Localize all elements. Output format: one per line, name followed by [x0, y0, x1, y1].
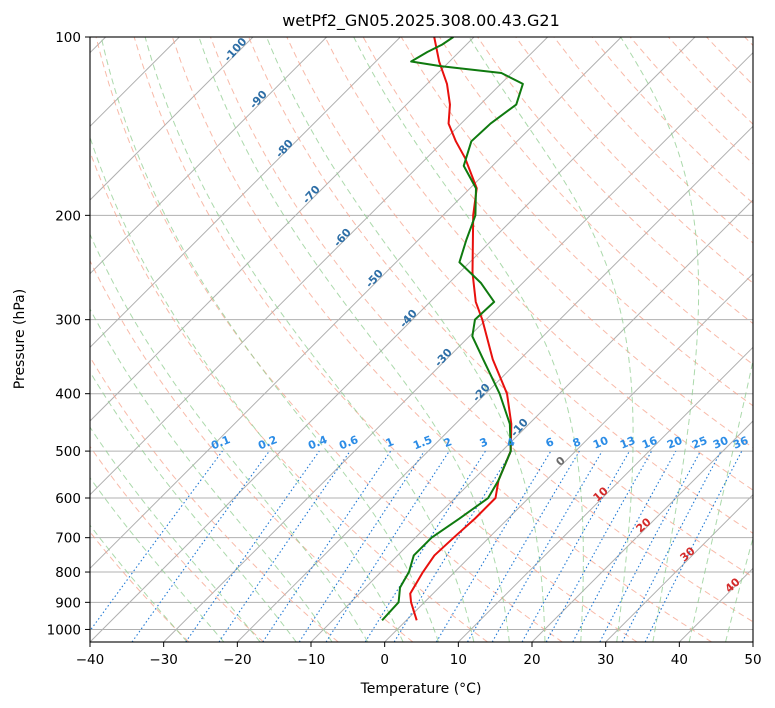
- dry-adiabat: [133, 37, 638, 642]
- mixing-ratio-label: 30: [711, 434, 730, 452]
- dry-adiabat: [90, 356, 339, 642]
- moist-adiabat: [100, 37, 439, 642]
- y-tick-label: 200: [55, 208, 81, 224]
- y-tick-label: 300: [55, 313, 81, 329]
- isotherm: [457, 346, 753, 642]
- y-tick-label: 700: [55, 531, 81, 547]
- temperature-profile: [409, 37, 513, 621]
- isotherm: [531, 420, 753, 642]
- y-tick-label: 1000: [47, 622, 81, 638]
- dry-adiabat: [515, 37, 753, 284]
- moist-adiabat: [90, 426, 261, 642]
- y-tick-label: 100: [55, 30, 81, 46]
- isotherm: [90, 37, 696, 642]
- mixing-ratio-line: [131, 450, 270, 642]
- mixing-ratio-label: 13: [618, 434, 637, 452]
- moist-adiabat: [90, 370, 297, 642]
- mixing-ratio-lines: [90, 450, 743, 642]
- mixing-ratio-line: [572, 450, 677, 642]
- sounding-profiles: [381, 37, 524, 621]
- mixing-ratio-label: 3: [478, 435, 490, 450]
- moist-adiabat: [353, 37, 584, 642]
- dry-adiabat: [90, 445, 264, 642]
- mixing-ratio-label: 36: [731, 434, 750, 452]
- x-tick-label: 50: [744, 652, 761, 668]
- x-tick-label: 20: [523, 652, 540, 668]
- isotherm: [90, 37, 549, 496]
- moist-adiabats: [90, 37, 753, 642]
- y-tick-label: 500: [55, 444, 81, 460]
- isotherm: [90, 37, 622, 570]
- mixing-ratio-line: [644, 450, 743, 642]
- dewpoint-profile: [381, 37, 524, 621]
- mixing-ratio-label: 10: [591, 434, 610, 452]
- moist-adiabat: [90, 308, 333, 642]
- mixing-ratio-line: [521, 450, 630, 642]
- moist-adiabat: [688, 358, 753, 642]
- x-tick-label: −40: [76, 652, 105, 668]
- mixing-ratio-label: 2: [442, 435, 454, 450]
- dry-adiabat: [324, 37, 753, 491]
- mixing-ratio-label: 16: [640, 434, 659, 452]
- x-tick-label: −30: [149, 652, 178, 668]
- dry-adiabat: [95, 37, 563, 642]
- moist-adiabat: [90, 524, 188, 642]
- moist-adiabat: [90, 135, 404, 642]
- moist-adiabat: [90, 233, 369, 642]
- mixing-ratio-line: [545, 450, 653, 642]
- plot-area: [90, 37, 753, 642]
- x-tick-label: −20: [223, 652, 252, 668]
- x-axis-label: Temperature (°C): [360, 681, 482, 697]
- isotherm: [605, 493, 753, 642]
- moist-adiabat: [144, 37, 475, 642]
- mixing-ratio-label: 1: [384, 435, 396, 450]
- moist-adiabat: [620, 37, 700, 642]
- mixing-ratio-label: 20: [665, 434, 684, 452]
- mixing-ratio-line: [185, 450, 320, 642]
- isotherm: [90, 37, 401, 349]
- dry-adiabat: [248, 37, 753, 578]
- mixing-ratio-line: [298, 450, 425, 642]
- x-axis-ticks: −40 −30 −20 −10 0 10 20 30 40 50: [76, 642, 762, 668]
- mixing-ratio-line: [90, 450, 223, 632]
- mixing-ratio-line: [393, 450, 513, 642]
- mixing-ratio-line: [325, 450, 450, 642]
- moist-adiabat: [266, 37, 546, 642]
- mixing-ratio-line: [218, 450, 351, 642]
- moist-adiabat: [90, 476, 225, 642]
- y-tick-label: 600: [55, 491, 81, 507]
- isotherm: [236, 125, 753, 642]
- dry-adiabat: [90, 259, 414, 642]
- dry-adiabat: [286, 37, 753, 534]
- mixing-ratio-line: [262, 450, 392, 642]
- isotherm: [384, 272, 753, 642]
- dry-adiabat: [210, 37, 753, 623]
- isotherm: [90, 37, 254, 201]
- y-tick-label: 800: [55, 565, 81, 581]
- moist-adiabat: [725, 536, 753, 642]
- chart-title: wetPf2_GN05.2025.308.00.43.G21: [282, 11, 560, 31]
- isotherm: [90, 37, 475, 422]
- y-tick-label: 400: [55, 387, 81, 403]
- y-tick-label: 900: [55, 595, 81, 611]
- y-axis-label: Pressure (hPa): [12, 289, 28, 389]
- x-tick-label: −10: [297, 652, 326, 668]
- y-axis-ticks: 100 200 300 400 500 600 700 800 900 1000: [47, 30, 90, 638]
- x-tick-label: 10: [450, 652, 467, 668]
- isotherm: [163, 51, 753, 642]
- x-tick-label: 40: [671, 652, 688, 668]
- isotherm: [90, 37, 328, 275]
- moist-adiabat: [198, 37, 510, 642]
- x-tick-label: 0: [380, 652, 389, 668]
- x-tick-label: 30: [597, 652, 614, 668]
- mixing-ratio-label: 8: [571, 435, 583, 450]
- skewed-isotherms: [90, 37, 753, 642]
- plot-frame: [89, 36, 754, 643]
- mixing-ratio-label: 25: [690, 434, 709, 452]
